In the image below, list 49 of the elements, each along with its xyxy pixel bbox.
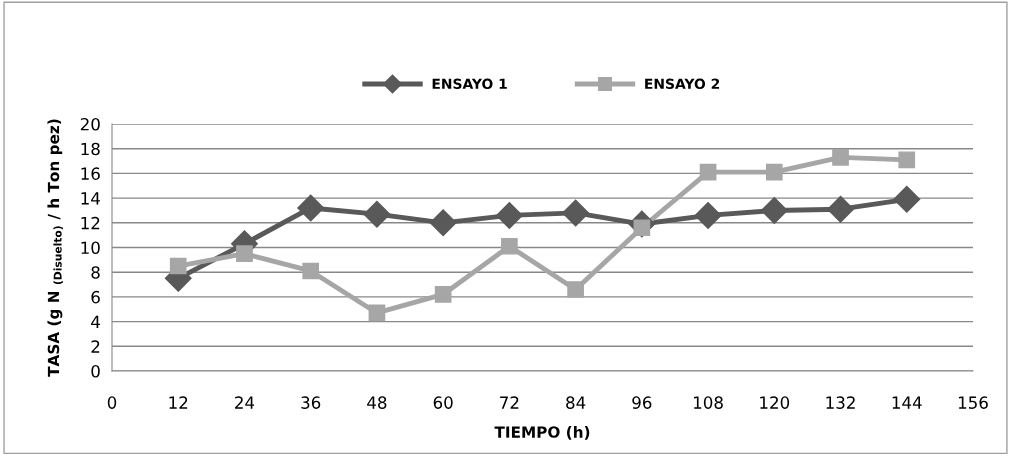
point [760,196,788,224]
x-tick-label: 120 [760,396,790,409]
x-tick-label: 144 [892,396,922,409]
point [363,200,391,228]
point [434,286,452,303]
y-tick-label: 12 [81,216,100,230]
y-tick-label: 10 [81,241,100,255]
x-tick-label: 72 [500,396,519,409]
point [495,201,523,229]
legend-label: ENSAYO 1 [432,78,507,90]
point [368,304,386,322]
y-tick-label: 20 [80,117,100,131]
y-tick-label: 16 [81,167,100,180]
x-tick-label: 48 [367,396,387,409]
point [765,163,783,181]
point [236,245,253,263]
y-tick-label: 6 [91,290,100,304]
x-tick-label: 0 [107,396,117,409]
point [832,149,849,166]
y-tick-label: 2 [91,340,100,353]
x-tick-label: 132 [826,396,855,409]
x-tick-label: 84 [566,396,586,409]
point [562,199,590,227]
point [898,151,916,169]
point [893,185,921,213]
x-tick-label: 60 [433,396,453,409]
x-tick-label: 96 [632,396,652,409]
y-tick-label: 14 [81,192,100,205]
y-tick-label: 4 [91,315,100,328]
x-tick-label: 156 [958,396,988,409]
legend-label: ENSAYO 2 [645,78,720,90]
point [694,201,722,229]
y-axis-title: TASA (g N $_{(Disuelto)}$ / h Ton pez) [47,119,63,377]
y-tick-label: 0 [91,364,100,378]
x-axis-title: TIEMPO (h) [494,426,590,440]
point [827,195,855,223]
point [567,281,584,298]
x-tick-label: 12 [169,396,188,409]
y-tick-label: 8 [91,266,100,279]
x-tick-label: 108 [694,396,723,409]
point [501,237,518,255]
x-tick-label: 24 [235,396,255,409]
y-tick-label: 18 [81,142,100,156]
point [429,209,457,237]
point [297,194,325,222]
point [169,257,187,275]
point [302,262,320,280]
point [699,163,717,181]
x-tick-label: 36 [301,396,321,409]
